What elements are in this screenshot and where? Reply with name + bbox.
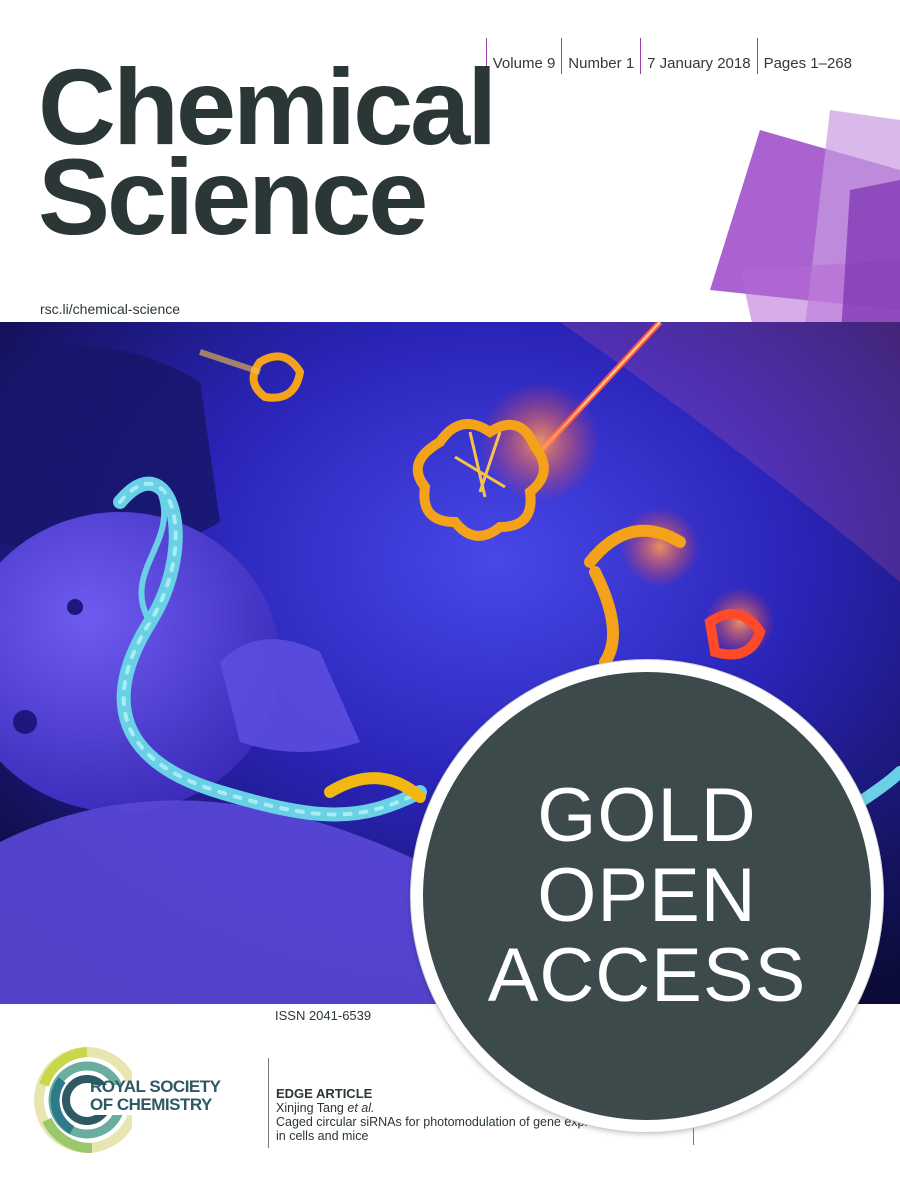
- date-label: 7 January 2018: [640, 38, 756, 74]
- article-etal: et al.: [347, 1101, 375, 1115]
- article-divider-right: [693, 1115, 694, 1145]
- rna-artwork: [0, 322, 900, 1004]
- issue-meta-bar: Volume 9 Number 1 7 January 2018 Pages 1…: [485, 38, 858, 74]
- journal-url[interactable]: rsc.li/chemical-science: [40, 301, 181, 317]
- article-type: EDGE ARTICLE: [276, 1086, 373, 1101]
- badge-line1: GOLD: [537, 773, 757, 858]
- number-label: Number 1: [561, 38, 640, 74]
- volume-label: Volume 9: [485, 38, 562, 74]
- rsc-logo-icon: [34, 1047, 132, 1153]
- journal-title: Chemical Science: [38, 46, 497, 257]
- issn-label: ISSN 2041-6539: [275, 1008, 372, 1023]
- featured-article[interactable]: EDGE ARTICLE Xinjing Tang et al. Caged c…: [276, 1086, 596, 1144]
- badge-line2: OPEN: [537, 853, 757, 938]
- journal-title-line2: Science: [38, 136, 428, 257]
- article-title-line2: in cells and mice: [276, 1129, 369, 1143]
- publisher-line2: OF CHEMISTRY: [90, 1095, 212, 1114]
- journal-title-line1: Chemical: [38, 46, 497, 167]
- gold-open-access-badge: GOLD OPEN ACCESS: [411, 660, 883, 1132]
- article-divider: [268, 1058, 269, 1148]
- cover-illustration: [0, 322, 900, 1004]
- article-authors: Xinjing Tang et al.: [276, 1101, 596, 1115]
- article-author-name: Xinjing Tang: [276, 1101, 344, 1115]
- publisher-line1: ROYAL SOCIETY: [90, 1077, 221, 1096]
- article-title-line1: Caged circular siRNAs for photomodulatio…: [276, 1115, 596, 1129]
- badge-line3: ACCESS: [487, 933, 807, 1018]
- pages-label: Pages 1–268: [756, 38, 858, 74]
- publisher-name: ROYAL SOCIETY OF CHEMISTRY: [90, 1077, 221, 1114]
